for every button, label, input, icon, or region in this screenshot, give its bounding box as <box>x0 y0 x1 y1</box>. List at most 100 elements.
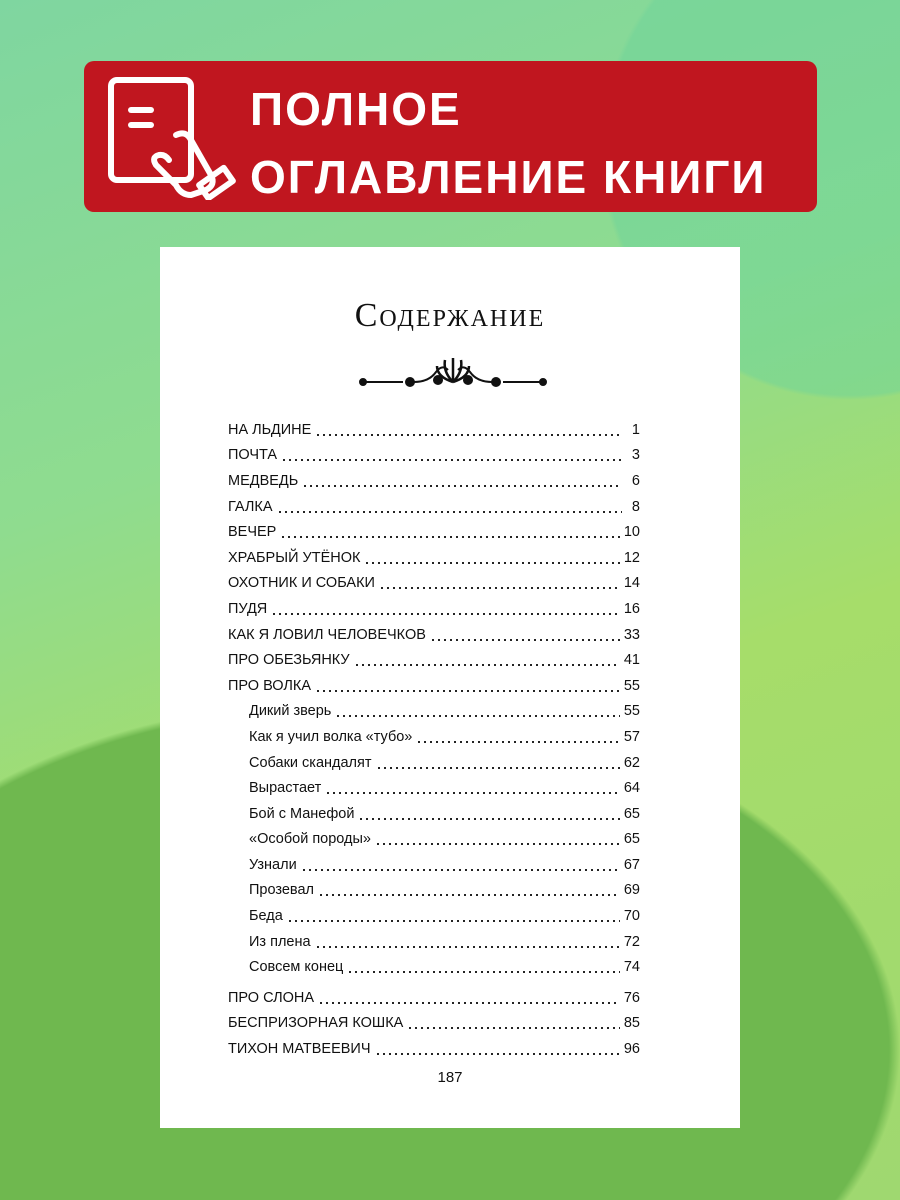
dot-leader <box>280 536 620 539</box>
dot-leader <box>335 715 620 718</box>
toc-entry-page: 33 <box>623 626 640 643</box>
toc-entry: МЕДВЕДЬ 6 <box>228 468 640 494</box>
dot-leader <box>325 792 620 795</box>
toc-entry-title: БЕСПРИЗОРНАЯ КОШКА <box>228 1015 404 1032</box>
toc-entry: ПРО ОБЕЗЬЯНКУ 41 <box>228 647 640 673</box>
toc-entry-page: 14 <box>623 575 640 592</box>
toc-entry-title: МЕДВЕДЬ <box>228 472 299 489</box>
dot-leader <box>358 817 620 820</box>
toc-entry-title: ВЕЧЕР <box>228 524 277 541</box>
toc-entry-title: Из плена <box>249 933 311 950</box>
toc-entry-title: ГАЛКА <box>228 498 273 515</box>
toc-entry: Беда 70 <box>228 903 640 929</box>
dot-leader <box>286 920 620 923</box>
toc-entry: ХРАБРЫЙ УТЁНОК 12 <box>228 545 640 571</box>
toc-entry: ТИХОН МАТВЕЕВИЧ 96 <box>228 1036 640 1062</box>
dot-leader <box>378 587 620 590</box>
toc-entry: Из плена 72 <box>228 929 640 955</box>
banner-line-2: ОГЛАВЛЕНИЕ КНИГИ <box>250 151 767 203</box>
toc-entry-title: ОХОТНИК И СОБАКИ <box>228 575 375 592</box>
toc-entry: БЕСПРИЗОРНАЯ КОШКА 85 <box>228 1011 640 1037</box>
dot-leader <box>271 612 620 615</box>
toc-entry-page: 65 <box>623 831 640 848</box>
dot-leader <box>407 1027 620 1030</box>
toc-entry: ОХОТНИК И СОБАКИ 14 <box>228 571 640 597</box>
toc-entry-title: ПРО ВОЛКА <box>228 677 312 694</box>
toc-entry-page: 8 <box>631 498 640 515</box>
toc-entry: ГАЛКА 8 <box>228 494 640 520</box>
toc-entry-page: 65 <box>623 805 640 822</box>
dot-leader <box>281 459 622 462</box>
toc-entry-page: 69 <box>623 882 640 899</box>
toc-entry-page: 74 <box>623 959 640 976</box>
toc-entry-page: 41 <box>623 652 640 669</box>
banner-line-1: ПОЛНОЕ <box>250 83 462 135</box>
dot-leader <box>314 945 620 948</box>
dot-leader <box>364 561 620 564</box>
toc-entry: Узнали 67 <box>228 852 640 878</box>
document-hand-icon <box>108 77 236 200</box>
toc-entry: ПРО СЛОНА 76 <box>228 985 640 1011</box>
toc-entry: Прозевал 69 <box>228 878 640 904</box>
dot-leader <box>315 689 620 692</box>
toc-entry-title: ПУДЯ <box>228 600 268 617</box>
toc-entry-title: Прозевал <box>249 882 315 899</box>
toc-entry-page: 62 <box>623 754 640 771</box>
banner: ПОЛНОЕ ОГЛАВЛЕНИЕ КНИГИ <box>84 61 817 212</box>
toc-entry-page: 10 <box>623 524 640 541</box>
toc-entry: «Особой породы» 65 <box>228 827 640 853</box>
book-page: Содержание НА ЛЬДИНЕ 1 ПОЧТА 3 МЕДВЕДЬ 6 ГАЛКА… <box>160 247 740 1128</box>
ornament-divider-icon <box>359 358 547 387</box>
toc-entry-page: 64 <box>623 780 640 797</box>
toc-entry-page: 16 <box>623 600 640 617</box>
dot-leader <box>302 484 622 487</box>
toc-entry-page: 57 <box>623 728 640 745</box>
dot-leader <box>318 1001 620 1004</box>
dot-leader <box>375 843 620 846</box>
table-of-contents: НА ЛЬДИНЕ 1 ПОЧТА 3 МЕДВЕДЬ 6 ГАЛКА 8 ВЕЧЕР 10 ХРА… <box>228 417 640 1062</box>
toc-entry: ВЕЧЕР 10 <box>228 519 640 545</box>
toc-entry-page: 85 <box>623 1015 640 1032</box>
toc-entry: НА ЛЬДИНЕ 1 <box>228 417 640 443</box>
dot-leader <box>318 894 620 897</box>
dot-leader <box>300 868 620 871</box>
toc-entry-title: Беда <box>249 908 283 925</box>
toc-entry-page: 3 <box>631 447 640 464</box>
toc-entry-title: «Особой породы» <box>249 831 371 848</box>
toc-entry: ПОЧТА 3 <box>228 443 640 469</box>
toc-entry-title: Узнали <box>249 856 297 873</box>
dot-leader <box>416 740 620 743</box>
toc-entry-title: ТИХОН МАТВЕЕВИЧ <box>228 1041 371 1058</box>
toc-entry: ПРО ВОЛКА 55 <box>228 673 640 699</box>
dot-leader <box>429 638 620 641</box>
toc-entry-title: ХРАБРЫЙ УТЁНОК <box>228 549 361 566</box>
toc-entry: ПУДЯ 16 <box>228 596 640 622</box>
toc-entry-title: КАК Я ЛОВИЛ ЧЕЛОВЕЧКОВ <box>228 626 426 643</box>
toc-entry-title: ПОЧТА <box>228 447 278 464</box>
toc-entry-title: ПРО СЛОНА <box>228 989 315 1006</box>
toc-entry-page: 72 <box>623 933 640 950</box>
page-number: 187 <box>437 1069 463 1086</box>
toc-entry-title: Дикий зверь <box>249 703 332 720</box>
dot-leader <box>347 971 620 974</box>
toc-entry-page: 70 <box>623 908 640 925</box>
toc-entry: Бой с Манефой 65 <box>228 801 640 827</box>
toc-entry-page: 1 <box>631 421 640 438</box>
toc-entry-page: 55 <box>623 677 640 694</box>
toc-entry: Совсем конец 74 <box>228 954 640 980</box>
toc-entry-title: Как я учил волка «тубо» <box>249 728 413 745</box>
toc-entry: Вырастает 64 <box>228 775 640 801</box>
dot-leader <box>374 1053 620 1056</box>
page-title: Содержание <box>354 297 546 334</box>
toc-entry-title: НА ЛЬДИНЕ <box>228 421 312 438</box>
toc-entry-title: ПРО ОБЕЗЬЯНКУ <box>228 652 350 669</box>
dot-leader <box>315 433 622 436</box>
toc-entry-page: 55 <box>623 703 640 720</box>
toc-entry-title: Совсем конец <box>249 959 344 976</box>
toc-entry: КАК Я ЛОВИЛ ЧЕЛОВЕЧКОВ 33 <box>228 622 640 648</box>
toc-entry-page: 76 <box>623 989 640 1006</box>
toc-entry-page: 96 <box>623 1041 640 1058</box>
toc-entry-title: Собаки скандалят <box>249 754 372 771</box>
dot-leader <box>375 766 620 769</box>
dot-leader <box>276 510 622 513</box>
